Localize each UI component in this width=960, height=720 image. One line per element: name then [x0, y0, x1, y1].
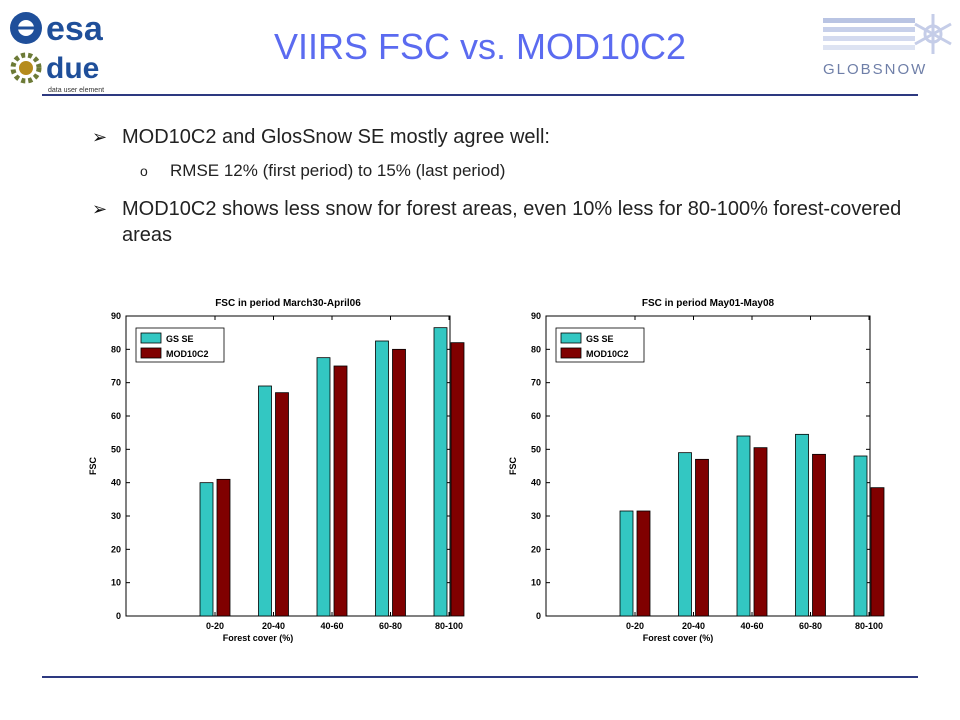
- x-tick-label: 0-20: [206, 621, 224, 631]
- x-tick-label: 60-80: [379, 621, 402, 631]
- bottom-divider: [42, 676, 918, 678]
- chart-may: FSC in period May01-May08 0 10 20 30 40 50 60 70…: [496, 292, 886, 654]
- y-tick-label: 10: [111, 578, 121, 588]
- y-tick-label: 20: [111, 544, 121, 554]
- y-tick-label: 80: [531, 344, 541, 354]
- legend-label: GS SE: [166, 334, 194, 344]
- sub-bullet-1-text: RMSE 12% (first period) to 15% (last per…: [170, 161, 506, 180]
- top-divider: [42, 94, 918, 96]
- chart-title: FSC in period March30-April06: [215, 298, 361, 309]
- x-tick-label: 80-100: [855, 621, 883, 631]
- chart-march-april: FSC in period March30-April06 0 10 20 30 40 50…: [76, 292, 466, 654]
- esa-due-logo: esa due data user element: [10, 10, 104, 94]
- bar-mod10c2: [753, 447, 768, 617]
- bar-mod10c2: [695, 458, 709, 617]
- x-tick-label: 80-100: [435, 621, 463, 631]
- bullet-1: ➢ MOD10C2 and GlosSnow SE mostly agree w…: [92, 124, 912, 150]
- bar-gs-se: [316, 357, 331, 617]
- bar-mod10c2: [275, 392, 289, 617]
- due-logo-subtitle: data user element: [48, 87, 104, 94]
- y-tick-label: 10: [531, 578, 541, 588]
- bar-gs-se: [795, 433, 809, 617]
- y-tick-label: 70: [111, 378, 121, 388]
- bullet-2-text: MOD10C2 shows less snow for forest areas…: [122, 198, 902, 246]
- y-tick-label: 70: [531, 378, 541, 388]
- bar-mod10c2: [450, 342, 465, 617]
- x-tick-label: 40-60: [740, 621, 763, 631]
- legend-swatch: [560, 332, 582, 344]
- y-axis-label: FSC: [508, 456, 518, 475]
- bullet-list: ➢ MOD10C2 and GlosSnow SE mostly agree w…: [92, 124, 912, 260]
- globsnow-stripes: [823, 18, 915, 50]
- y-tick-label: 40: [111, 478, 121, 488]
- bar-mod10c2: [216, 478, 231, 617]
- bar-gs-se: [375, 340, 389, 617]
- y-tick-label: 60: [111, 411, 121, 421]
- y-tick-label: 0: [536, 611, 541, 621]
- bar-gs-se: [199, 482, 214, 617]
- y-tick-label: 30: [111, 511, 121, 521]
- bar-gs-se: [678, 452, 692, 617]
- bar-mod10c2: [870, 487, 885, 617]
- circle-bullet-icon: o: [140, 163, 148, 179]
- globsnow-logo: GLOBSNOW: [823, 14, 952, 78]
- x-axis-label: Forest cover (%): [223, 633, 294, 643]
- arrow-bullet-icon: ➢: [92, 199, 108, 219]
- sub-bullet-1: o RMSE 12% (first period) to 15% (last p…: [92, 160, 912, 182]
- gear-mark: [10, 52, 42, 84]
- x-axis-label: Forest cover (%): [643, 633, 714, 643]
- bar-mod10c2: [636, 510, 651, 617]
- snowflake-icon: [914, 14, 952, 54]
- legend-label: MOD10C2: [166, 349, 209, 359]
- y-tick-label: 60: [531, 411, 541, 421]
- bullet-2: ➢ MOD10C2 shows less snow for forest are…: [92, 196, 912, 248]
- esa-logo-text: esa: [46, 10, 104, 48]
- bar-gs-se: [258, 385, 272, 617]
- x-tick-label: 40-60: [320, 621, 343, 631]
- y-tick-label: 80: [111, 344, 121, 354]
- bullet-1-text: MOD10C2 and GlosSnow SE mostly agree wel…: [122, 126, 550, 148]
- legend-label: MOD10C2: [586, 349, 629, 359]
- due-logo-text: due: [46, 52, 99, 85]
- bar-gs-se: [853, 455, 868, 617]
- bar-mod10c2: [333, 365, 348, 617]
- x-tick-label: 60-80: [799, 621, 822, 631]
- x-tick-label: 20-40: [682, 621, 705, 631]
- legend-swatch: [140, 347, 162, 359]
- chart-title: FSC in period May01-May08: [642, 298, 775, 309]
- y-axis-label: FSC: [88, 456, 98, 475]
- y-tick-label: 50: [531, 444, 541, 454]
- legend-swatch: [560, 347, 582, 359]
- legend-label: GS SE: [586, 334, 614, 344]
- x-tick-label: 0-20: [626, 621, 644, 631]
- arrow-bullet-icon: ➢: [92, 127, 108, 147]
- y-tick-label: 50: [111, 444, 121, 454]
- bar-gs-se: [619, 510, 634, 617]
- bar-gs-se: [433, 327, 448, 617]
- legend-swatch: [140, 332, 162, 344]
- x-tick-label: 20-40: [262, 621, 285, 631]
- y-tick-label: 30: [531, 511, 541, 521]
- y-tick-label: 90: [531, 311, 541, 321]
- bar-mod10c2: [812, 453, 826, 617]
- y-tick-label: 40: [531, 478, 541, 488]
- bar-gs-se: [736, 435, 751, 617]
- y-tick-label: 0: [116, 611, 121, 621]
- globsnow-logo-text: GLOBSNOW: [823, 61, 927, 78]
- y-tick-label: 90: [111, 311, 121, 321]
- bar-mod10c2: [392, 348, 406, 617]
- slide-title: VIIRS FSC vs. MOD10C2: [273, 26, 687, 67]
- y-tick-label: 20: [531, 544, 541, 554]
